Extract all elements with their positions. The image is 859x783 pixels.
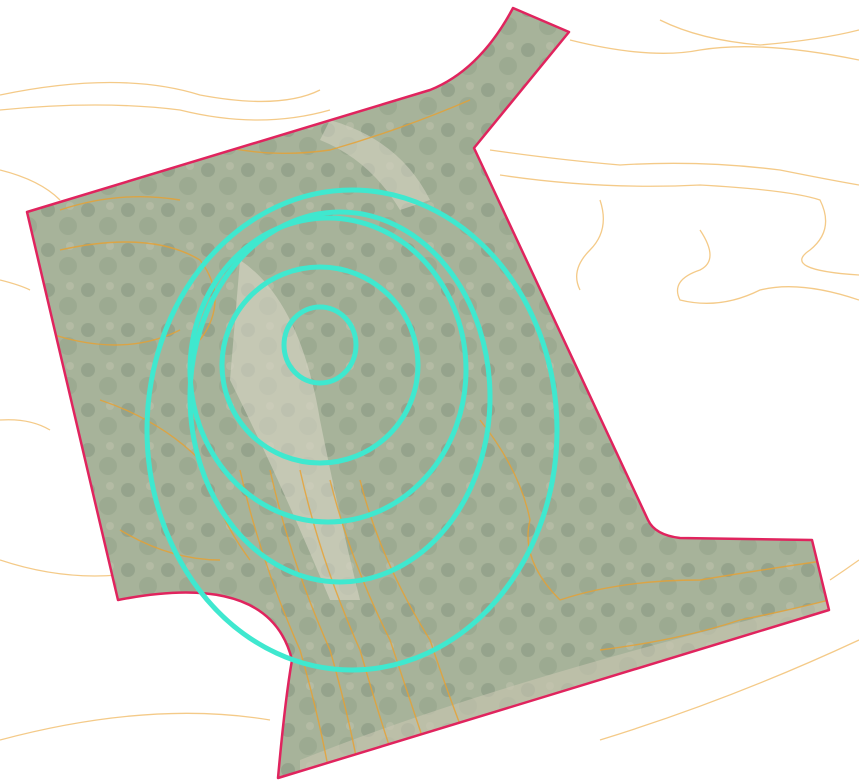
ring [219,264,421,466]
ring [144,187,560,673]
site-boundary [25,6,831,780]
buffer-rings [144,187,560,673]
ring [187,209,493,585]
outer-contours [0,19,859,741]
ring [281,304,359,386]
